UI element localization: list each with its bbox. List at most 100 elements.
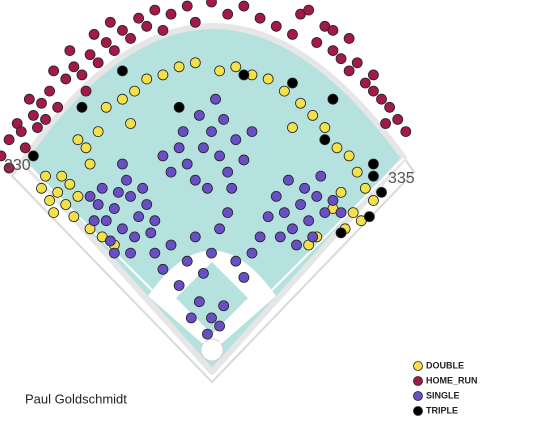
point	[335, 53, 347, 65]
point	[40, 114, 51, 125]
point	[368, 69, 379, 81]
legend-label: TRIPLE	[426, 405, 458, 415]
point	[270, 20, 282, 32]
point	[3, 134, 15, 146]
point	[254, 231, 266, 243]
point	[319, 207, 331, 219]
point	[27, 150, 39, 162]
point	[287, 122, 298, 133]
point	[125, 190, 136, 202]
point	[173, 142, 185, 154]
point	[92, 57, 104, 69]
point	[52, 101, 64, 113]
point	[376, 93, 387, 105]
point	[278, 207, 290, 219]
point	[274, 231, 286, 243]
point	[157, 263, 169, 275]
point	[60, 73, 72, 85]
point	[311, 190, 323, 202]
point	[206, 126, 217, 138]
point	[108, 45, 120, 56]
legend-label: HOME_RUN	[426, 375, 478, 385]
point	[92, 126, 104, 138]
point	[307, 231, 319, 243]
point	[117, 24, 128, 36]
point	[104, 16, 116, 28]
point	[60, 199, 72, 210]
point	[36, 97, 47, 109]
point	[56, 170, 68, 182]
point	[262, 73, 274, 85]
point	[210, 93, 221, 105]
point	[327, 93, 339, 105]
point	[32, 122, 43, 133]
point	[149, 215, 161, 227]
point	[177, 126, 189, 138]
point	[165, 166, 177, 178]
point	[23, 93, 35, 105]
point	[327, 45, 339, 56]
point	[291, 239, 302, 251]
point	[351, 166, 363, 178]
point	[400, 126, 412, 138]
point	[157, 24, 169, 36]
point	[202, 328, 213, 340]
legend-marker	[413, 376, 423, 386]
point	[48, 65, 60, 77]
point	[76, 101, 88, 113]
point	[68, 211, 80, 223]
point	[270, 190, 282, 202]
point	[287, 29, 298, 40]
point	[52, 186, 64, 198]
point	[141, 20, 153, 32]
point	[0, 150, 7, 162]
point	[3, 162, 15, 174]
point	[173, 101, 185, 113]
point	[335, 186, 347, 198]
point	[380, 118, 391, 129]
foul-line	[211, 157, 405, 351]
point	[331, 142, 343, 154]
point	[214, 223, 225, 235]
point	[19, 142, 31, 154]
point	[198, 267, 209, 279]
point	[117, 93, 128, 105]
point	[327, 24, 339, 36]
point	[202, 182, 213, 194]
legend: DOUBLE HOME_RUN SINGLE TRIPLE	[413, 360, 478, 416]
point	[129, 85, 140, 97]
point	[44, 195, 55, 206]
point	[246, 126, 258, 138]
point	[15, 126, 27, 138]
point	[214, 150, 225, 162]
chart-title: Paul Goldschmidt	[25, 391, 127, 406]
point	[347, 207, 359, 219]
point	[315, 170, 327, 182]
point	[133, 211, 145, 223]
point	[214, 320, 225, 332]
point	[307, 110, 319, 121]
point	[149, 247, 161, 259]
field	[10, 23, 416, 384]
point	[72, 190, 84, 202]
point	[327, 195, 339, 206]
point	[222, 166, 234, 178]
point	[238, 69, 250, 81]
point	[125, 247, 136, 259]
point	[193, 296, 205, 308]
point	[303, 4, 315, 16]
point	[230, 61, 242, 73]
point	[368, 170, 379, 182]
point	[206, 312, 217, 324]
point	[226, 182, 238, 194]
point	[36, 182, 47, 194]
point	[121, 174, 132, 186]
point	[246, 247, 258, 259]
fence-distance-label: 330	[4, 157, 31, 174]
point	[335, 227, 347, 239]
legend-marker	[413, 361, 423, 371]
point	[64, 45, 76, 56]
point	[173, 280, 185, 291]
point	[88, 29, 100, 40]
point	[384, 101, 396, 113]
